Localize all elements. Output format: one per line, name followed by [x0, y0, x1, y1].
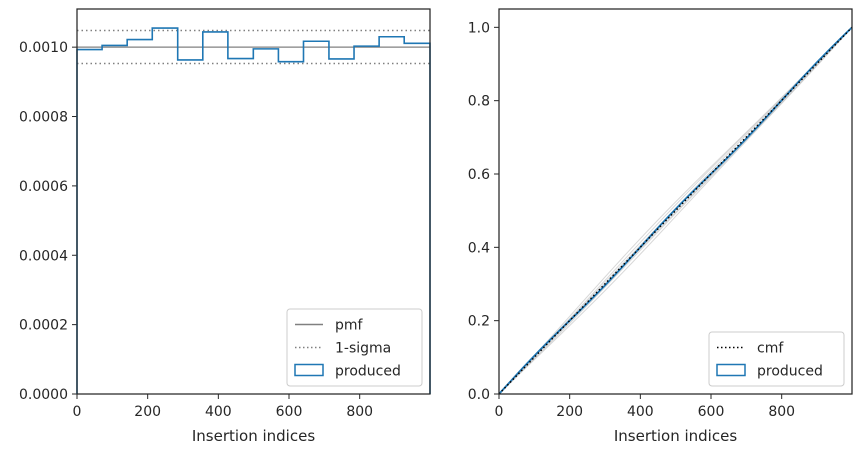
- y-tick-label: 0.0: [468, 387, 490, 403]
- legend-box: [286, 308, 423, 387]
- x-tick-label: 400: [205, 404, 232, 420]
- x-tick-label: 400: [627, 404, 654, 420]
- cmf-spread-line: [498, 26, 853, 395]
- y-tick-label: 0.0006: [19, 179, 68, 195]
- y-tick-label: 0.2: [468, 314, 490, 330]
- x-tick-label: 800: [768, 404, 795, 420]
- y-tick-label: 0.0010: [19, 40, 68, 56]
- chart-left-pmf: 0 200 400 600 800 0.0000 0.0002 0.0004 0.0006 0.0…: [19, 8, 431, 445]
- legend-swatch-produced: [294, 363, 324, 377]
- y-tick-label: 0.0002: [19, 318, 68, 334]
- legend-swatch-produced: [716, 363, 746, 377]
- x-tick-label: 800: [346, 404, 373, 420]
- legend-label-cmf: cmf: [757, 341, 784, 357]
- cmf-spread-line: [498, 26, 853, 395]
- y-tick-label: 0.0004: [19, 248, 68, 264]
- x-tick-label: 200: [556, 404, 583, 420]
- plot-frame: [76, 8, 431, 395]
- y-tick-label: 1.0: [468, 20, 490, 36]
- cmf-spread-line: [498, 26, 853, 395]
- x-tick-label: 600: [276, 404, 303, 420]
- y-tick-label: 0.0008: [19, 110, 68, 126]
- chart-right-cmf: 0 200 400 600 800 0.0 0.2 0.4 0.6 0.8 1.0 Insertion…: [468, 8, 853, 445]
- x-axis-label: Insertion indices: [192, 427, 315, 445]
- x-tick-label: 200: [134, 404, 161, 420]
- legend-label-pmf: pmf: [335, 318, 364, 334]
- y-tick-label: 0.4: [468, 240, 490, 256]
- cmf-line: [498, 26, 853, 395]
- legend-label-1-sigma: 1-sigma: [335, 341, 391, 357]
- y-tick-label: 0.8: [468, 94, 490, 110]
- x-tick-label: 0: [495, 404, 504, 420]
- produced-histogram: [76, 27, 431, 394]
- y-tick-label: 0.6: [468, 167, 490, 183]
- x-tick-label: 600: [698, 404, 725, 420]
- legend-label-produced: produced: [335, 364, 401, 380]
- x-axis-label: Insertion indices: [614, 427, 737, 445]
- plot-frame: [498, 8, 853, 395]
- legend-label-produced: produced: [757, 364, 823, 380]
- x-tick-label: 0: [73, 404, 82, 420]
- y-tick-label: 0.0000: [19, 387, 68, 403]
- legend-box: [708, 331, 845, 387]
